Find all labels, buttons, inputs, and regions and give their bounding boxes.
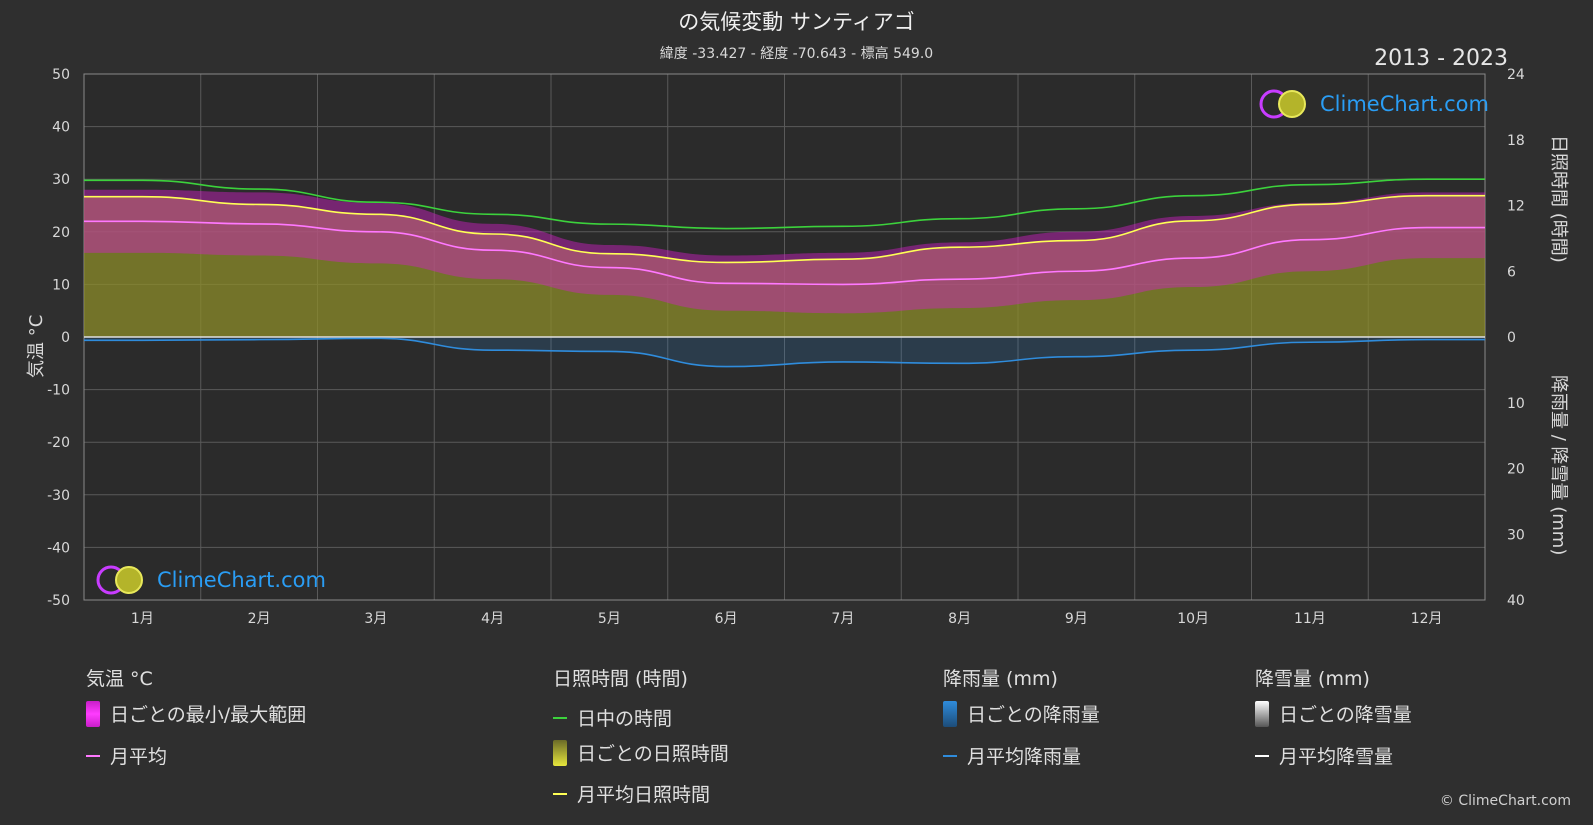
daily-temperature-range <box>84 189 1485 314</box>
month-tick-label: 9月 <box>1065 611 1088 627</box>
daily-rain-swatch <box>943 700 957 727</box>
month-tick-label: 4月 <box>481 611 504 627</box>
daily-sunshine-swatch <box>553 739 567 766</box>
month-tick-label: 12月 <box>1411 611 1443 627</box>
legend-label: 日ごとの降雪量 <box>1279 704 1412 726</box>
sunshine-avg-swatch <box>553 792 567 795</box>
right-bottom-tick-label: 10 <box>1507 396 1525 412</box>
legend-label: 日ごとの降雨量 <box>967 704 1100 726</box>
left-tick-label: -50 <box>47 593 70 609</box>
sunshine-avg-line <box>84 194 1485 264</box>
month-tick-label: 8月 <box>948 611 971 627</box>
month-tick-label: 10月 <box>1177 611 1209 627</box>
legend-label: 月平均 <box>110 746 168 768</box>
temperature-range-band <box>84 189 1485 314</box>
logo-text: ClimeChart.com <box>1320 92 1489 116</box>
left-tick-label: 20 <box>52 225 70 241</box>
logo-bottom: ClimeChart.com <box>95 564 326 596</box>
right-top-tick-label: 12 <box>1507 199 1525 215</box>
legend-daylight: 日中の時間 <box>553 704 672 731</box>
legend-label: 月平均日照時間 <box>577 784 711 806</box>
legend-label: 月平均降雪量 <box>1279 746 1394 768</box>
daily-rain-bars <box>84 337 1485 367</box>
climechart-logo-icon <box>1259 89 1306 119</box>
month-tick-label: 1月 <box>131 611 154 627</box>
rain-avg-swatch <box>943 754 957 757</box>
month-tick-label: 6月 <box>715 611 738 627</box>
left-tick-label: 50 <box>52 67 70 83</box>
legend-label: 日中の時間 <box>577 708 673 730</box>
legend-rain-heading: 降雨量 (mm) <box>943 668 1058 690</box>
right-bottom-tick-label: 30 <box>1507 527 1525 543</box>
rain-avg-line <box>83 337 1485 368</box>
left-tick-label: 30 <box>52 172 70 188</box>
right-top-tick-label: 18 <box>1507 133 1525 149</box>
snow-avg-swatch <box>1255 754 1269 757</box>
legend-daily-sunshine: 日ごとの日照時間 <box>553 739 729 766</box>
temp-avg-swatch <box>86 754 100 757</box>
legend-snow-avg: 月平均降雪量 <box>1255 742 1393 769</box>
left-tick-label: -40 <box>47 540 70 556</box>
month-tick-label: 2月 <box>248 611 271 627</box>
daily-snow-swatch <box>1255 700 1269 727</box>
left-tick-label: 10 <box>52 277 70 293</box>
legend-label: 日ごとの最小/最大範囲 <box>110 704 307 726</box>
left-tick-label: -30 <box>47 488 70 504</box>
climechart-logo-icon <box>96 565 143 595</box>
rain-area <box>84 337 1485 367</box>
daylight-swatch <box>553 716 567 719</box>
legend-label: 日ごとの日照時間 <box>577 743 729 765</box>
legend-daily-rain: 日ごとの降雨量 <box>943 700 1100 727</box>
month-tick-label: 7月 <box>831 611 854 627</box>
logo-top: ClimeChart.com <box>1258 88 1489 120</box>
legend-label: 月平均降雨量 <box>967 746 1082 768</box>
axis-ticks: 50 40 30 20 10 0 -10 -20 -30 -40 -50 24 18 12 6 0 10 20 30… <box>47 67 1525 627</box>
left-tick-label: -20 <box>47 435 70 451</box>
right-bottom-tick-label: 20 <box>1507 462 1525 478</box>
legend-rain-avg: 月平均降雨量 <box>943 742 1081 769</box>
legend-daily-snow: 日ごとの降雪量 <box>1255 700 1412 727</box>
month-tick-label: 3月 <box>364 611 387 627</box>
legend-temp-avg: 月平均 <box>86 742 167 769</box>
temp-avg-line <box>84 220 1485 286</box>
right-axis-top-title: 日照時間 (時間) <box>1548 135 1569 263</box>
legend-snow-heading: 降雪量 (mm) <box>1255 668 1370 690</box>
right-axis-bottom-title: 降雨量 / 降雪量 (mm) <box>1548 375 1569 556</box>
year-range: 2013 - 2023 <box>1374 46 1508 71</box>
right-bottom-tick-label: 40 <box>1507 593 1525 609</box>
left-tick-label: 40 <box>52 120 70 136</box>
right-top-tick-label: 6 <box>1507 264 1516 280</box>
right-top-tick-label: 0 <box>1507 330 1516 346</box>
month-tick-label: 5月 <box>598 611 621 627</box>
legend-sunshine-avg: 月平均日照時間 <box>553 780 710 807</box>
temp-range-swatch <box>86 700 100 727</box>
legend-temperature-heading: 気温 °C <box>86 668 153 690</box>
chart-title: の気候変動 サンティアゴ <box>678 10 915 34</box>
left-axis-title: 気温 °C <box>26 314 47 378</box>
right-top-tick-label: 24 <box>1507 67 1525 83</box>
daylight-line <box>83 178 1485 230</box>
logo-text: ClimeChart.com <box>157 568 326 592</box>
left-tick-label: 0 <box>61 330 70 346</box>
chart-subtitle: 緯度 -33.427 - 経度 -70.643 - 標高 549.0 <box>659 46 934 62</box>
month-tick-label: 11月 <box>1294 611 1326 627</box>
legend-sunshine-heading: 日照時間 (時間) <box>553 668 688 690</box>
copyright: © ClimeChart.com <box>1439 793 1571 809</box>
left-tick-label: -10 <box>47 383 70 399</box>
legend-temp-range: 日ごとの最小/最大範囲 <box>86 700 306 727</box>
series-lines <box>83 178 1485 368</box>
